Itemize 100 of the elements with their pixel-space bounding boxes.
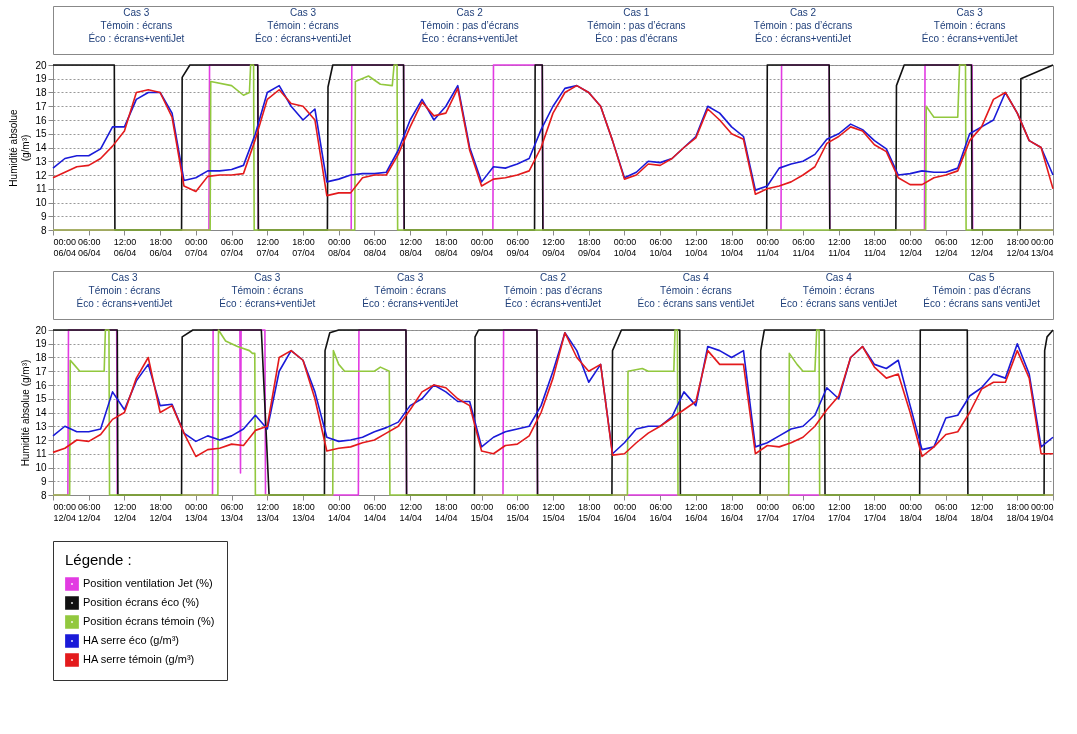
x-tick-label: 00:00 13/04: [1030, 236, 1054, 258]
y-axis-title: Humidité absolue (g/m³): [20, 359, 32, 467]
x-tick-label: 06:00 17/04: [792, 501, 815, 523]
x-tick-label: 12:00 08/04: [399, 236, 422, 258]
x-tick-label: 06:00 12/04: [77, 501, 101, 523]
legend-label: Position écrans éco (%): [83, 596, 200, 608]
x-tick-label: 12:00 07/04: [256, 236, 280, 258]
y-tick-label: 9: [40, 475, 47, 487]
x-tick-label: 00:00 12/04: [53, 501, 77, 523]
x-tick-label: 06:00 12/04: [935, 236, 958, 258]
x-tick-label: 12:00 09/04: [542, 236, 565, 258]
legend-label: HA serre témoin (g/m³): [83, 653, 195, 665]
x-tick-label: 12:00 06/04: [113, 236, 137, 258]
x-tick-label: 00:00 14/04: [327, 501, 351, 523]
x-tick-label: 06:00 09/04: [506, 236, 530, 258]
x-tick-label: 18:00 12/04: [149, 501, 172, 523]
y-tick-label: 20: [35, 59, 47, 71]
x-tick-label: 00:00 17/04: [756, 501, 780, 523]
y-tick-label: 10: [35, 462, 47, 473]
x-tick-label: 12:00 12/04: [970, 236, 994, 258]
x-tick-label: 18:00 16/04: [720, 501, 744, 523]
text: Cas 4 Témoin : écrans Éco : écrans sans ventiJet: [780, 272, 898, 309]
x-tick-label: 12:00 11/04: [827, 236, 851, 258]
y-tick-label: 12: [35, 434, 47, 446]
y-tick-label: 14: [35, 142, 47, 153]
y-tick-label: 18: [35, 87, 47, 98]
x-tick-label: 06:00 06/04: [77, 236, 101, 258]
x-tick-label: 12:00 10/04: [685, 236, 708, 258]
x-tick-label: 00:00 19/04: [1030, 501, 1054, 523]
y-tick-label: 8: [40, 224, 47, 236]
y-tick-label: 13: [35, 155, 47, 167]
x-tick-label: 18:00 09/04: [577, 236, 601, 258]
legend-label: Position ventilation Jet (%): [83, 577, 213, 589]
text: Cas 4 Témoin : écrans Éco : écrans sans ventiJet: [637, 272, 755, 309]
y-tick-label: 16: [35, 114, 47, 126]
x-tick-label: 00:00 06/04: [53, 236, 77, 258]
x-tick-label: 06:00 10/04: [649, 236, 672, 258]
x-tick-label: 00:00 12/04: [899, 236, 922, 258]
x-tick-label: 12:00 13/04: [256, 501, 280, 523]
x-tick-label: 12:00 18/04: [970, 501, 994, 523]
x-tick-label: 18:00 11/04: [863, 236, 887, 258]
x-tick-label: 06:00 11/04: [792, 236, 815, 258]
legend-label: Position écrans témoin (%): [83, 615, 215, 627]
text: Cas 2 Témoin : pas d’écrans Éco : écrans+ventiJet: [753, 7, 853, 44]
y-tick-label: 13: [35, 420, 47, 432]
x-tick-label: 00:00 11/04: [756, 236, 780, 258]
y-tick-label: 18: [35, 352, 47, 363]
y-axis-title: Humidité absolue (g/m³): [8, 108, 32, 187]
x-tick-label: 06:00 14/04: [363, 501, 387, 523]
legend-title: Légende :: [65, 551, 132, 568]
x-tick-label: 06:00 18/04: [935, 501, 958, 523]
x-tick-label: 06:00 16/04: [649, 501, 672, 523]
x-tick-label: 00:00 16/04: [613, 501, 637, 523]
x-tick-label: 12:00 15/04: [542, 501, 565, 523]
y-tick-label: 10: [35, 197, 47, 208]
text: Cas 3 Témoin : écrans Éco : écrans+ventiJet: [921, 7, 1018, 44]
legend-label: HA serre éco (g/m³): [83, 634, 179, 646]
y-tick-label: 17: [35, 100, 47, 112]
x-tick-label: 18:00 12/04: [1006, 236, 1030, 258]
text: Cas 2 Témoin : pas d’écrans Éco : écrans+ventiJet: [503, 272, 603, 309]
x-tick-label: 18:00 17/04: [863, 501, 887, 523]
y-tick-label: 19: [35, 73, 47, 85]
text: Cas 3 Témoin : écrans Éco : écrans+ventiJet: [255, 7, 352, 44]
y-tick-label: 11: [36, 183, 47, 195]
x-tick-label: 18:00 07/04: [292, 236, 315, 258]
text: Cas 1 Témoin : pas d’écrans Éco : pas d’écrans: [587, 7, 686, 44]
x-tick-label: 06:00 08/04: [363, 236, 387, 258]
x-tick-label: 00:00 07/04: [185, 236, 208, 258]
y-tick-label: 20: [35, 324, 47, 336]
x-tick-label: 00:00 15/04: [470, 501, 494, 523]
x-tick-label: 18:00 13/04: [292, 501, 315, 523]
x-tick-label: 18:00 14/04: [435, 501, 458, 523]
x-tick-label: 00:00 10/04: [613, 236, 637, 258]
y-tick-label: 12: [35, 169, 47, 181]
x-tick-label: 18:00 18/04: [1006, 501, 1030, 523]
text: Cas 3 Témoin : écrans Éco : écrans+ventiJet: [362, 272, 459, 309]
x-tick-label: 12:00 17/04: [827, 501, 851, 523]
y-tick-label: 9: [40, 210, 47, 222]
x-tick-label: 18:00 10/04: [720, 236, 744, 258]
text: Cas 3 Témoin : écrans Éco : écrans+ventiJet: [88, 7, 185, 44]
x-tick-label: 18:00 06/04: [149, 236, 172, 258]
y-tick-label: 15: [35, 128, 47, 140]
x-tick-label: 18:00 08/04: [435, 236, 458, 258]
y-tick-label: 8: [40, 489, 47, 501]
x-tick-label: 00:00 09/04: [470, 236, 494, 258]
x-tick-label: 06:00 13/04: [220, 501, 244, 523]
y-tick-label: 14: [35, 407, 47, 418]
x-tick-label: 00:00 18/04: [899, 501, 922, 523]
y-tick-label: 15: [35, 393, 47, 405]
x-tick-label: 06:00 15/04: [506, 501, 530, 523]
x-tick-label: 18:00 15/04: [577, 501, 601, 523]
x-tick-label: 06:00 07/04: [220, 236, 244, 258]
x-tick-label: 12:00 16/04: [685, 501, 708, 523]
y-tick-label: 19: [35, 338, 47, 350]
x-tick-label: 00:00 08/04: [327, 236, 351, 258]
x-tick-label: 00:00 13/04: [185, 501, 208, 523]
y-tick-label: 11: [36, 448, 47, 460]
x-tick-label: 12:00 14/04: [399, 501, 422, 523]
text: Cas 3 Témoin : écrans Éco : écrans+ventiJet: [219, 272, 316, 309]
x-tick-label: 12:00 12/04: [113, 501, 137, 523]
